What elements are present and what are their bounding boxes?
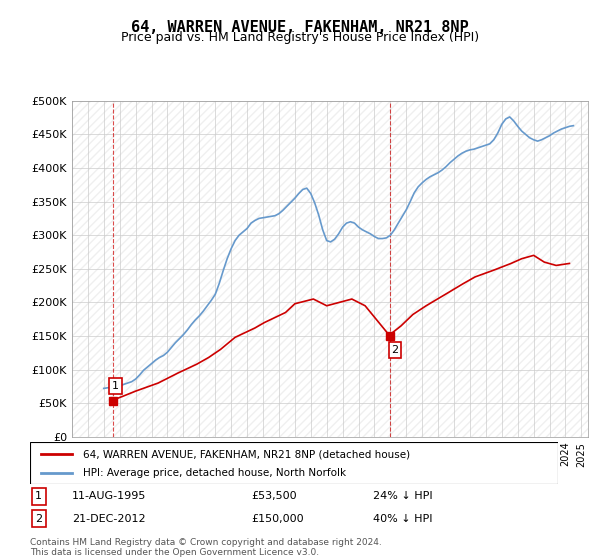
Text: HPI: Average price, detached house, North Norfolk: HPI: Average price, detached house, Nort… [83,468,346,478]
Text: 11-AUG-1995: 11-AUG-1995 [72,492,146,501]
Text: 40% ↓ HPI: 40% ↓ HPI [373,514,433,524]
Text: 21-DEC-2012: 21-DEC-2012 [72,514,146,524]
Text: 1: 1 [112,381,119,391]
Text: 2: 2 [35,514,43,524]
Bar [72,101,588,437]
Text: £150,000: £150,000 [252,514,304,524]
Text: Price paid vs. HM Land Registry's House Price Index (HPI): Price paid vs. HM Land Registry's House … [121,31,479,44]
Text: £53,500: £53,500 [252,492,298,501]
Text: 1: 1 [35,492,42,501]
FancyBboxPatch shape [30,442,558,484]
Text: 24% ↓ HPI: 24% ↓ HPI [373,492,433,501]
Text: 2: 2 [392,345,398,355]
Text: Contains HM Land Registry data © Crown copyright and database right 2024.
This d: Contains HM Land Registry data © Crown c… [30,538,382,557]
Text: 64, WARREN AVENUE, FAKENHAM, NR21 8NP: 64, WARREN AVENUE, FAKENHAM, NR21 8NP [131,20,469,35]
Text: 64, WARREN AVENUE, FAKENHAM, NR21 8NP (detached house): 64, WARREN AVENUE, FAKENHAM, NR21 8NP (d… [83,449,410,459]
